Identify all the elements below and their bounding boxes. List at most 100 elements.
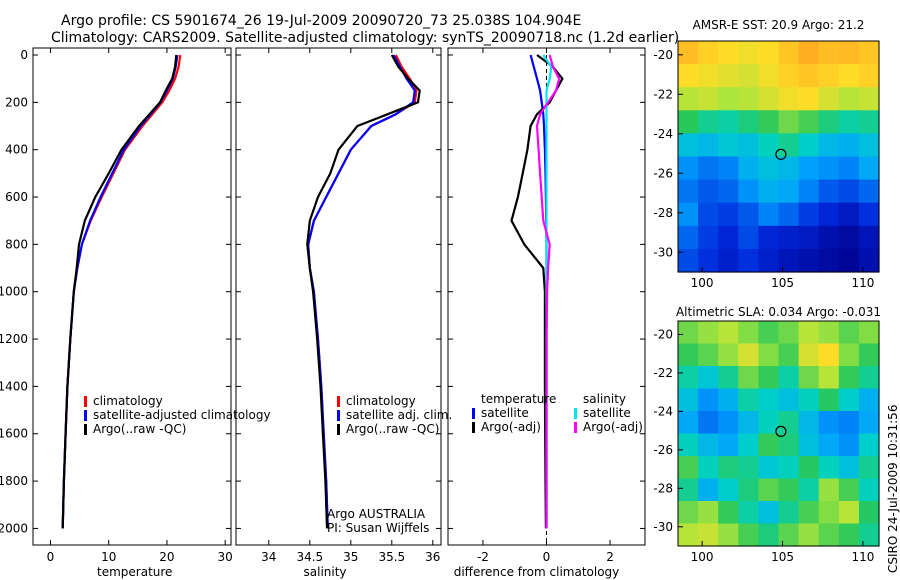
map-cell-sla-map — [838, 501, 860, 525]
y-tick-label: 400 — [5, 143, 28, 157]
map-cell-sla-map — [778, 501, 800, 525]
y-tick-label: 2000 — [0, 521, 28, 535]
map-cell-sst-map — [838, 156, 860, 181]
map-cell-sla-map — [678, 366, 699, 390]
legend-swatch-2s-0 — [574, 408, 577, 419]
map-cell-sla-map — [778, 478, 800, 502]
map-cell-sst-map — [718, 41, 739, 65]
map-cell-sla-map — [718, 456, 739, 480]
y-tick-label: 600 — [5, 190, 28, 204]
map-cell-sla-map — [738, 523, 759, 547]
map-y-tick-label-sla-map: -26 — [653, 443, 673, 457]
map-cell-sla-map — [738, 321, 759, 345]
legend-swatch-2t-0 — [472, 408, 475, 419]
legend-entry-0-1: satellite-adjusted climatology — [93, 408, 271, 422]
map-cell-sst-map — [838, 87, 860, 111]
map-cell-sla-map — [758, 411, 780, 435]
map-cell-sla-map — [698, 388, 719, 412]
legend-temperature-title: temperature — [481, 392, 556, 406]
map-cell-sst-map — [718, 202, 739, 227]
map-cell-sst-map — [818, 248, 840, 273]
map-cell-sst-map — [858, 64, 880, 88]
legend-entry-2t-1: Argo(-adj) — [481, 420, 541, 434]
map-cell-sla-map — [838, 388, 860, 412]
map-cell-sst-map — [698, 202, 719, 227]
map-cell-sst-map — [678, 87, 699, 111]
map-cell-sla-map — [838, 366, 860, 390]
legend-swatch-1-1 — [337, 410, 340, 421]
map-y-tick-label-sla-map: -28 — [653, 481, 673, 495]
panel-frame-salinity — [235, 47, 442, 546]
map-cell-sla-map — [838, 523, 860, 547]
map-cell-sst-map — [758, 179, 780, 204]
map-cell-sst-map — [818, 179, 840, 204]
map-cell-sla-map — [678, 523, 699, 547]
map-cell-sla-map — [858, 366, 880, 390]
legend-entry-1-0: climatology — [346, 394, 416, 408]
map-cell-sla-map — [838, 456, 860, 480]
map-cell-sst-map — [798, 248, 820, 273]
map-cell-sst-map — [758, 87, 780, 111]
legend-swatch-0-2 — [84, 424, 87, 435]
y-tick-label: 1000 — [0, 285, 28, 299]
map-cell-sla-map — [798, 388, 820, 412]
map-cell-sst-map — [698, 41, 719, 65]
map-cell-sla-map — [798, 478, 820, 502]
map-cell-sst-map — [758, 202, 780, 227]
series-line-difference-3 — [535, 54, 561, 529]
title-line-1: Argo profile: CS 5901674_26 19-Jul-2009 … — [61, 13, 582, 29]
map-cell-sla-map — [678, 388, 699, 412]
y-tick-label: 1600 — [0, 427, 28, 441]
map-cell-sla-map — [778, 388, 800, 412]
map-cell-sst-map — [778, 110, 800, 134]
map-cell-sst-map — [818, 156, 840, 181]
map-cell-sst-map — [778, 133, 800, 158]
map-cell-sla-map — [718, 501, 739, 525]
map-cell-sla-map — [838, 433, 860, 457]
legend-entry-1-1: satellite adj. clim. — [346, 408, 452, 422]
map-cell-sla-map — [678, 411, 699, 435]
series-line-salinity-2 — [306, 54, 421, 529]
legend-entry-2s-1: Argo(-adj) — [583, 420, 643, 434]
map-cell-sst-map — [698, 156, 719, 181]
map-cell-sst-map — [758, 64, 780, 88]
map-cell-sla-map — [718, 523, 739, 547]
map-cell-sla-map — [818, 411, 840, 435]
map-cell-sla-map — [678, 343, 699, 367]
map-cell-sla-map — [698, 411, 719, 435]
y-tick-label: 200 — [5, 95, 28, 109]
map-cell-sla-map — [738, 388, 759, 412]
map-cell-sst-map — [738, 87, 759, 111]
map-cell-sla-map — [798, 523, 820, 547]
map-cell-sla-map — [738, 433, 759, 457]
map-cell-sst-map — [718, 225, 739, 250]
map-cell-sst-map — [778, 202, 800, 227]
map-cell-sst-map — [718, 248, 739, 273]
map-cell-sst-map — [738, 41, 759, 65]
map-cell-sla-map — [838, 478, 860, 502]
legend-swatch-2t-1 — [472, 422, 475, 433]
map-cell-sst-map — [698, 248, 719, 273]
map-cell-sst-map — [798, 133, 820, 158]
map-cell-sla-map — [778, 523, 800, 547]
map-cell-sst-map — [718, 64, 739, 88]
map-cell-sla-map — [718, 433, 739, 457]
map-cell-sst-map — [678, 41, 699, 65]
map-cell-sst-map — [738, 248, 759, 273]
map-cell-sst-map — [798, 64, 820, 88]
map-title-sst-map: AMSR-E SST: 20.9 Argo: 21.2 — [693, 18, 865, 32]
map-cell-sla-map — [798, 456, 820, 480]
map-y-tick-label-sst-map: -22 — [653, 87, 673, 101]
legend-entry-2t-0: satellite — [481, 406, 529, 420]
map-cell-sst-map — [818, 87, 840, 111]
map-cell-sst-map — [698, 225, 719, 250]
x-tick-label-temperature: 20 — [159, 550, 174, 564]
map-cell-sst-map — [678, 156, 699, 181]
legend-entry-2s-0: satellite — [583, 406, 631, 420]
map-cell-sla-map — [818, 501, 840, 525]
map-cell-sla-map — [738, 411, 759, 435]
map-cell-sst-map — [678, 202, 699, 227]
map-cell-sst-map — [778, 87, 800, 111]
map-cell-sst-map — [778, 41, 800, 65]
map-x-tick-label-sst-map: 110 — [851, 276, 874, 290]
